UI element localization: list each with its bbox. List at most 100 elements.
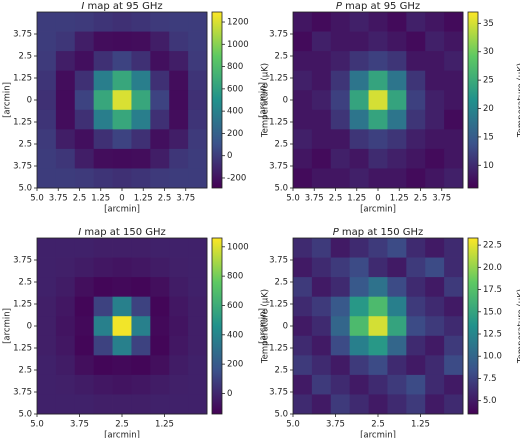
heatmap-cell [330,168,351,189]
x-axis-label: [arcmin] [360,205,396,215]
heatmap-cell [406,129,426,150]
heatmap-cell [425,238,445,258]
heatmap-cell [150,316,170,337]
heatmap-cell [112,51,132,72]
heatmap-cell [311,51,332,72]
chart-title: P map at 95 GHz [336,1,420,12]
heatmap-cell [368,238,388,258]
heatmap-cell [93,109,113,130]
heatmap-cell [387,90,407,111]
heatmap-cell [330,51,351,72]
heatmap-cell [368,296,388,317]
heatmap-cell [37,355,57,376]
y-tick-label: 3.75 [13,388,32,398]
heatmap-cell [387,31,407,52]
heatmap-cell [93,335,113,356]
heatmap-cell [368,168,388,189]
x-tick-label: 2.5 [73,194,87,204]
y-tick-label: 3.75 [269,162,288,172]
heatmap-cell [150,148,170,169]
heatmap-cell [311,70,332,91]
heatmap-cell [74,109,95,130]
y-tick-label: 0 [27,96,32,106]
colorbar [467,11,479,189]
heatmap-cell [330,109,351,130]
heatmap-cell [293,109,313,130]
colorbar-label: Temperature (μK) [517,289,520,364]
heatmap-cell [131,374,151,395]
heatmap-cell [444,129,464,150]
heatmap-cell [131,316,151,337]
x-tick-label: 3.75 [326,420,345,430]
y-axis-label: [arcmin] [3,82,13,118]
heatmap-cell [169,238,189,258]
heatmap-cell [293,90,313,111]
heatmap-cell [131,394,151,415]
heatmap-cell [368,355,388,376]
heatmap-cell [93,355,113,376]
heatmap-cell [188,148,208,169]
heatmap-cell [169,51,189,72]
heatmap-cell [349,335,369,356]
heatmap-cell [188,335,208,356]
heatmap-cell [55,257,76,278]
heatmap-cell [387,109,407,130]
heatmap-cell [406,90,426,111]
y-tick-label: 1.25 [13,344,32,354]
heatmap-cell [37,148,57,169]
heatmap-cell [37,129,57,150]
heatmap-cell [131,238,151,258]
colorbar-tick-label: 0 [227,151,232,161]
heatmap-cell [74,12,95,32]
heatmap-cell [406,316,426,337]
heatmap-cell [37,394,57,415]
heatmap-cell [188,277,208,298]
heatmap-cell [150,168,170,189]
heatmap-cell [55,168,76,189]
heatmap-cell [368,12,388,32]
chart-title: P map at 150 GHz [333,227,424,238]
heatmap-cell [444,296,464,317]
heatmap-cell [387,277,407,298]
x-tick-label: 1.25 [411,420,430,430]
y-tick-label: 3.75 [13,30,32,40]
heatmap-cell [74,277,95,298]
heatmap-cell [169,129,189,150]
heatmap-cell [169,168,189,189]
heatmap-cell [330,12,351,32]
heatmap-cell [55,70,76,91]
heatmap-cell [368,277,388,298]
heatmap-cell [37,70,57,91]
heatmap-cell [188,374,208,395]
y-tick-label: 0 [283,96,288,106]
heatmap-cell [349,129,369,150]
y-axis-label: [arcmin] [3,308,13,344]
heatmap-cell [74,316,95,337]
heatmap-cell [74,257,95,278]
heatmap-cell [444,374,464,395]
heatmap-cell [349,70,369,91]
heatmap-cell [387,148,407,169]
colorbar-tick-label: 400 [227,107,243,117]
heatmap-cell [330,316,351,337]
heatmap-cell [425,374,445,395]
x-tick-label: 1.25 [347,194,366,204]
colorbar-tick-label: 12.5 [483,330,502,340]
heatmap-cell [112,355,132,376]
heatmap-cell [55,129,76,150]
heatmap-cell [368,31,388,52]
colorbar-tick-label: 5.0 [483,396,497,406]
x-tick-label: 2.5 [329,194,343,204]
x-tick-label: 2.5 [115,420,129,430]
heatmap-cell [368,257,388,278]
heatmap-cell [406,31,426,52]
heatmap-cell [444,316,464,337]
heatmap-cell [169,31,189,52]
heatmap-cell [349,257,369,278]
heatmap-cell [150,90,170,111]
heatmap-cell [293,168,313,189]
colorbar-tick-label: 20.0 [483,263,502,273]
colorbar-tick-label: 800 [227,272,243,282]
heatmap-cell [169,257,189,278]
heatmap-cell [387,335,407,356]
